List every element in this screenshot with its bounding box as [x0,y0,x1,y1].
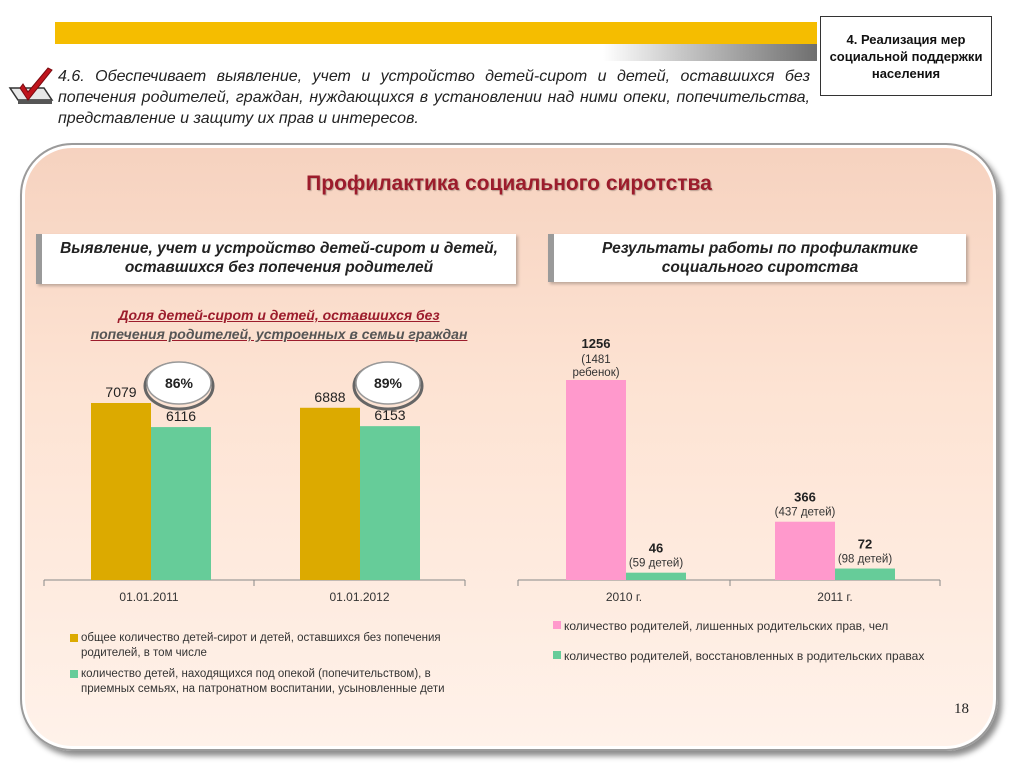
bar [835,568,895,580]
right-subheading: Результаты работы по профилактике социал… [548,234,966,282]
header-gradient-bar [603,44,817,61]
legend-label: общее количество детей-сирот и детей, ос… [81,632,441,659]
legend-swatch [553,621,561,629]
data-sublabel: (98 детей) [838,554,892,566]
legend-label: количество родителей, восстановленных в … [564,649,925,663]
category-label: 01.01.2012 [329,590,389,604]
bar [775,521,835,580]
page-number: 18 [954,701,969,717]
header-accent-bar [55,22,817,44]
data-sublabel: (1481 [581,354,610,366]
bar [626,572,686,580]
panel-title: Профилактика социального сиротства [306,172,712,195]
data-label: 72 [858,537,872,552]
data-label: 6153 [374,407,405,423]
data-label: 366 [794,490,816,505]
bar [566,380,626,580]
left-chart-title-line2: попечения родителей, устроенных в семьи … [90,326,468,342]
percent-oval-inner [146,361,212,405]
legend-entry: количество родителей, восстановленных в … [553,648,943,664]
section-label: 4. Реализация мер социальной поддержки н… [820,16,992,96]
data-label: 6888 [314,389,345,405]
category-label: 01.01.2011 [119,590,178,604]
left-chart-legend: общее количество детей-сирот и детей, ос… [70,631,460,703]
data-sublabel: (59 детей) [629,558,683,570]
legend-entry: общее количество детей-сирот и детей, ос… [70,631,460,661]
legend-entry: количество родителей, лишенных родительс… [553,618,943,634]
category-label: 2011 г. [817,590,852,604]
legend-swatch [553,651,561,659]
data-label: 1256 [582,336,611,351]
data-sublabel: ребенок) [572,367,619,379]
intro-text: 4.6. Обеспечивает выявление, учет и устр… [58,68,810,127]
left-subheading: Выявление, учет и устройство детей-сирот… [36,234,516,284]
percent-label: 89% [374,375,403,391]
legend-label: количество детей, находящихся под опекой… [81,668,445,695]
bar [300,407,360,580]
bar [151,427,211,580]
bar [91,403,151,580]
data-label: 46 [649,541,663,556]
data-label: 7079 [105,384,136,400]
left-chart-title: Доля детей-сирот и детей, оставшихся без… [55,306,503,344]
left-chart-title-line1: Доля детей-сирот и детей, оставшихся без [118,307,440,323]
data-sublabel: (437 детей) [775,507,836,519]
category-label: 2010 г. [606,590,642,604]
bar [360,426,420,580]
data-label: 6116 [166,408,196,424]
legend-entry: количество детей, находящихся под опекой… [70,667,460,697]
right-chart-legend: количество родителей, лишенных родительс… [553,618,943,678]
checkbox-check-icon [8,67,54,104]
percent-oval-inner [355,361,421,405]
legend-swatch [70,670,78,678]
legend-swatch [70,634,78,642]
percent-label: 86% [165,375,194,391]
legend-label: количество родителей, лишенных родительс… [564,619,889,633]
